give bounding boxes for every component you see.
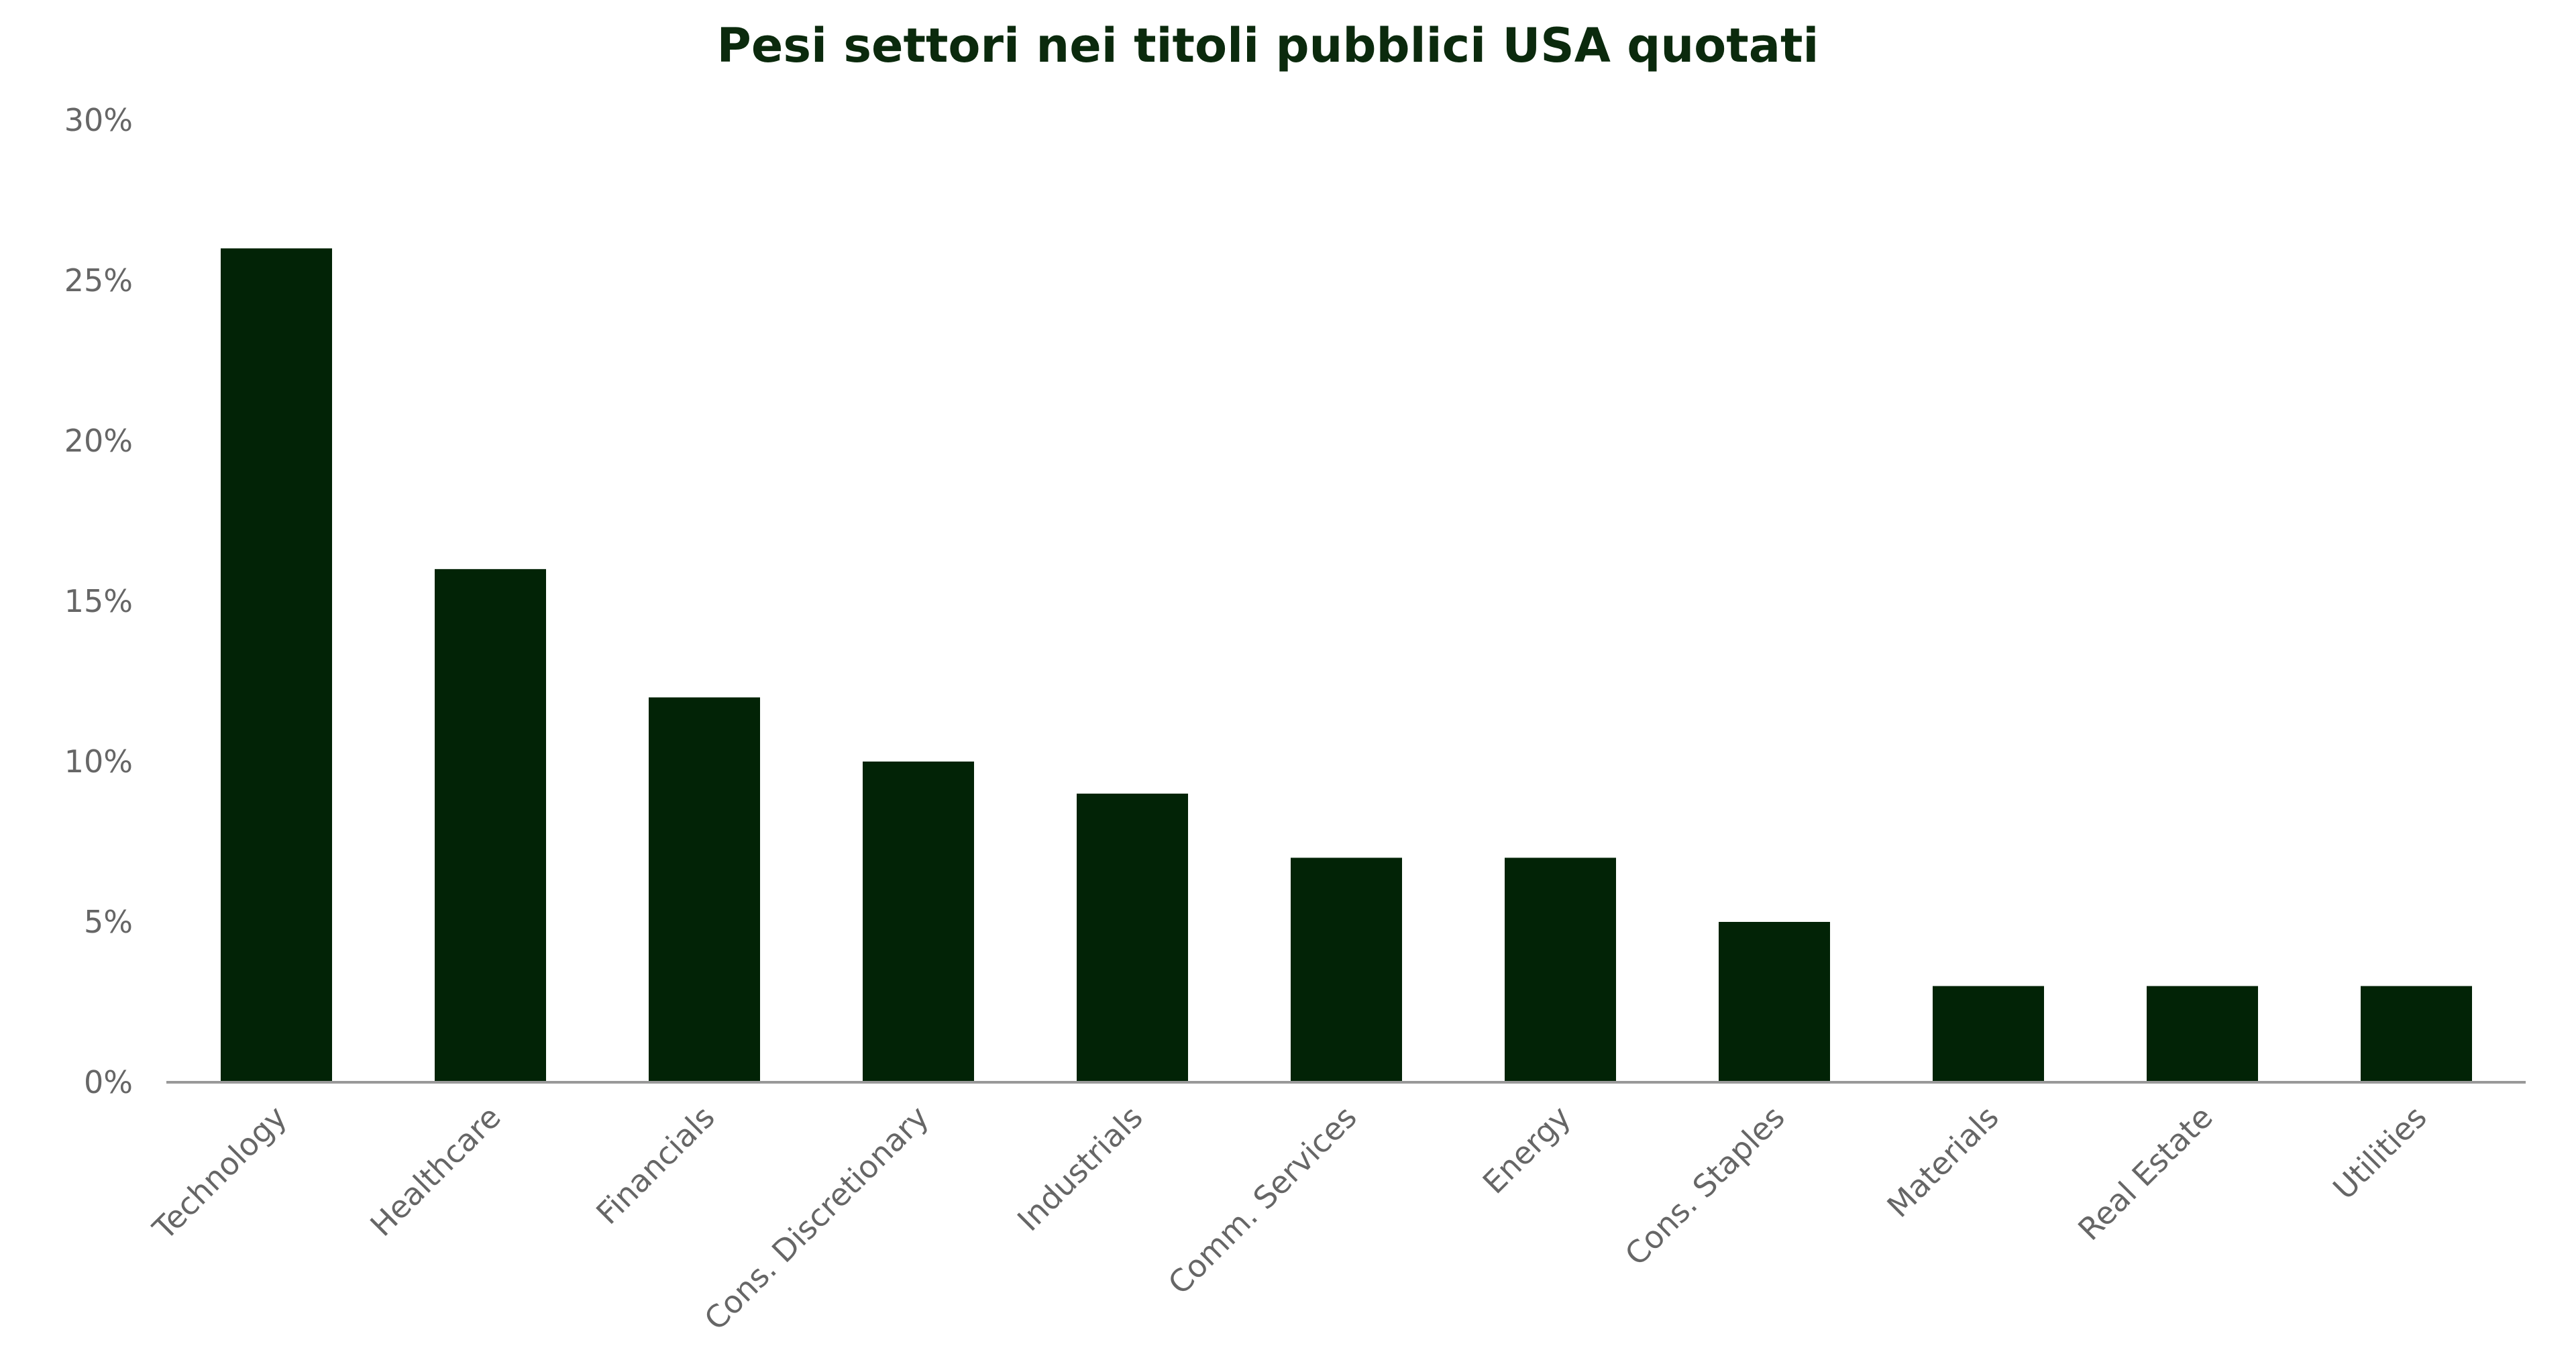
x-tick-label: Real Estate [2071, 1099, 2220, 1248]
x-tick-label: Utilities [2326, 1099, 2434, 1207]
bars [221, 248, 2472, 1083]
bar-financials [649, 697, 760, 1082]
chart-title: Pesi settori nei titoli pubblici USA quo… [717, 18, 1819, 73]
bar-real-estate [2147, 986, 2258, 1082]
bar-energy [1505, 857, 1616, 1082]
x-tick-label: Cons. Staples [1618, 1099, 1792, 1273]
y-tick-label: 25% [64, 262, 133, 299]
bar-materials [1933, 986, 2044, 1082]
x-tick-label: Financials [589, 1099, 722, 1232]
x-tick-label: Healthcare [363, 1099, 507, 1243]
bar-healthcare [435, 569, 546, 1082]
bar-technology [221, 248, 332, 1083]
x-tick-label: Comm. Services [1161, 1099, 1364, 1302]
bar-cons-staples [1719, 922, 1830, 1082]
x-tick-label: Cons. Discretionary [697, 1099, 935, 1337]
x-tick-label: Materials [1880, 1099, 2006, 1225]
x-tick-label: Technology [146, 1099, 294, 1247]
bar-industrials [1077, 793, 1188, 1082]
bar-cons-discretionary [863, 762, 974, 1082]
y-tick-label: 5% [84, 904, 133, 940]
y-tick-label: 30% [64, 102, 133, 138]
y-tick-label: 10% [64, 743, 133, 780]
y-tick-label: 0% [84, 1064, 133, 1100]
bar-comm-services [1291, 857, 1402, 1082]
y-tick-label: 15% [64, 583, 133, 619]
y-tick-label: 20% [64, 423, 133, 459]
x-tick-label: Energy [1476, 1099, 1578, 1201]
bar-utilities [2361, 986, 2472, 1082]
x-tick-label: Industrials [1010, 1099, 1150, 1239]
y-axis: 0% 5% 10% 15% 20% 25% 30% [64, 102, 133, 1100]
